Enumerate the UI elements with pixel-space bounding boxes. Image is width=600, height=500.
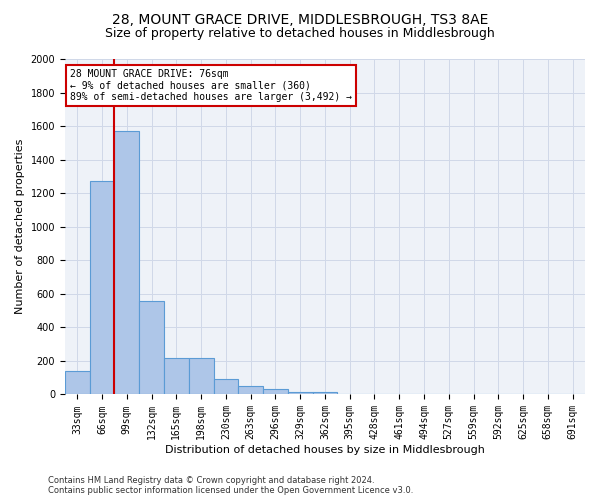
Bar xyxy=(238,386,263,394)
Bar xyxy=(263,390,288,394)
Text: 28 MOUNT GRACE DRIVE: 76sqm
← 9% of detached houses are smaller (360)
89% of sem: 28 MOUNT GRACE DRIVE: 76sqm ← 9% of deta… xyxy=(70,69,352,102)
Text: Contains HM Land Registry data © Crown copyright and database right 2024.
Contai: Contains HM Land Registry data © Crown c… xyxy=(48,476,413,495)
Bar xyxy=(214,378,238,394)
Bar xyxy=(89,182,115,394)
X-axis label: Distribution of detached houses by size in Middlesbrough: Distribution of detached houses by size … xyxy=(165,445,485,455)
Bar xyxy=(313,392,337,394)
Bar xyxy=(115,131,139,394)
Bar xyxy=(288,392,313,394)
Y-axis label: Number of detached properties: Number of detached properties xyxy=(15,139,25,314)
Text: Size of property relative to detached houses in Middlesbrough: Size of property relative to detached ho… xyxy=(105,28,495,40)
Bar xyxy=(139,300,164,394)
Bar xyxy=(164,358,189,395)
Text: 28, MOUNT GRACE DRIVE, MIDDLESBROUGH, TS3 8AE: 28, MOUNT GRACE DRIVE, MIDDLESBROUGH, TS… xyxy=(112,12,488,26)
Bar xyxy=(189,358,214,395)
Bar xyxy=(65,371,89,394)
